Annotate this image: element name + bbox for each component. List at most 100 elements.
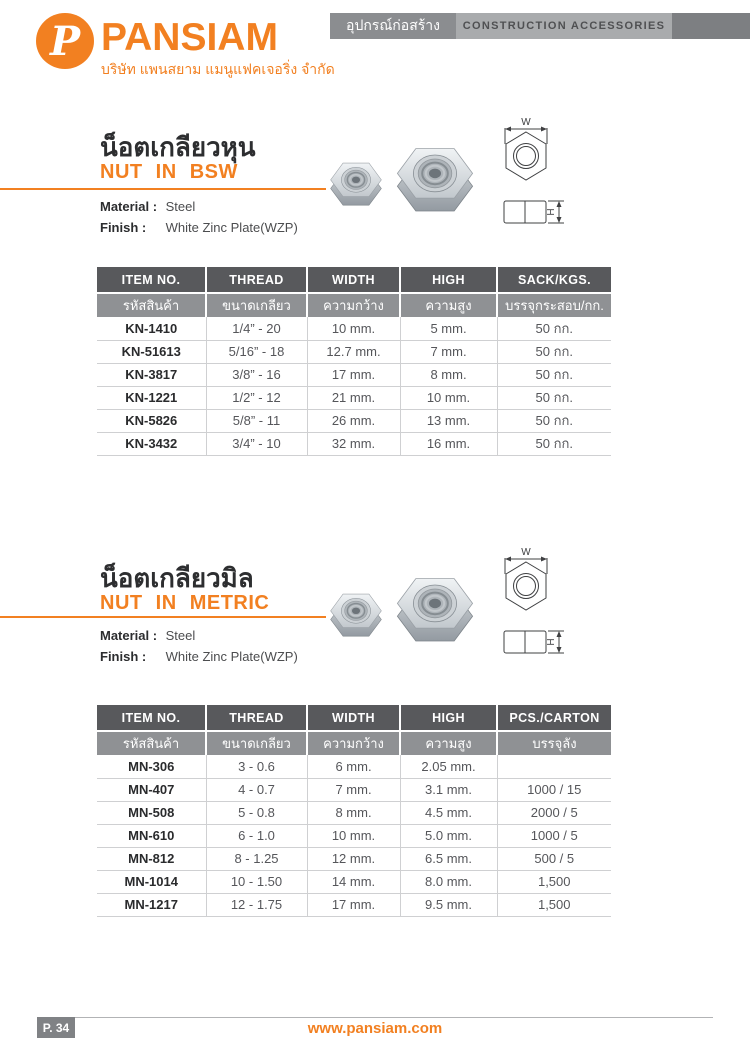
section1-title-thai: น็อตเกลียวหุน [100, 132, 256, 162]
table-body: MN-306 3 - 0.6 6 mm. 2.05 mm. MN-407 4 - 0.7 7… [97, 755, 611, 917]
table-cell: KN-3817 [97, 363, 206, 387]
column-header: ขนาดเกลียว [205, 730, 307, 755]
table-cell: 3.1 mm. [399, 778, 497, 802]
nut-dimension-diagram: W H [503, 117, 565, 224]
category-bar-end [672, 13, 750, 39]
section1-material: Material : Steel [100, 199, 195, 214]
table-cell: 3/4” - 10 [205, 432, 307, 456]
table-row: MN-306 3 - 0.6 6 mm. 2.05 mm. [97, 755, 611, 779]
table-cell: MN-306 [97, 755, 206, 779]
finish-value: White Zinc Plate(WZP) [165, 649, 298, 664]
table-cell: 32 mm. [306, 432, 400, 456]
table-cell: KN-51613 [97, 340, 206, 364]
section2-title-thai: น็อตเกลียวมิล [100, 563, 254, 593]
header-row-english: ITEM NO. THREAD WIDTH HIGH PCS./CARTON [97, 705, 611, 731]
section1-divider [0, 188, 326, 190]
column-header: HIGH [399, 705, 497, 731]
table-cell: 1000 / 15 [496, 778, 611, 802]
table-cell: 14 mm. [306, 870, 400, 894]
nut-photo-large [396, 147, 474, 212]
table-cell: MN-1014 [97, 870, 206, 894]
column-header: WIDTH [306, 267, 400, 293]
table-cell: 26 mm. [306, 409, 400, 433]
column-header: ขนาดเกลียว [205, 292, 307, 317]
table-cell: 16 mm. [399, 432, 497, 456]
column-header: รหัสสินค้า [97, 292, 206, 317]
metric-spec-table: ITEM NO. THREAD WIDTH HIGH PCS./CARTON รหัสส… [97, 705, 611, 917]
table-cell [496, 755, 611, 779]
table-cell: 5 - 0.8 [205, 801, 307, 825]
section1-finish: Finish : White Zinc Plate(WZP) [100, 220, 298, 235]
table-row: KN-51613 5/16” - 18 12.7 mm. 7 mm. 50 กก. [97, 340, 611, 364]
table-cell: 1,500 [496, 893, 611, 917]
table-cell: 500 / 5 [496, 847, 611, 871]
column-header: ความกว้าง [306, 730, 400, 755]
category-bar: อุปกรณ์ก่อสร้าง CONSTRUCTION ACCESSORIES [330, 13, 750, 39]
material-label: Material : [100, 628, 158, 643]
table-cell: 1/2” - 12 [205, 386, 307, 410]
table-cell: 17 mm. [306, 363, 400, 387]
material-label: Material : [100, 199, 158, 214]
table-cell: 50 กก. [496, 432, 611, 456]
nut-photo-small [329, 162, 383, 206]
table-body: KN-1410 1/4” - 20 10 mm. 5 mm. 50 กก. KN-5161… [97, 317, 611, 456]
table-cell: 8 - 1.25 [205, 847, 307, 871]
material-value: Steel [165, 628, 196, 643]
table-cell: KN-5826 [97, 409, 206, 433]
table-header: ITEM NO. THREAD WIDTH HIGH SACK/KGS. รหัสสิน… [97, 267, 611, 317]
header-row-thai: รหัสสินค้า ขนาดเกลียว ความกว้าง ความสูง บรรจ… [97, 730, 611, 755]
svg-text:W: W [521, 547, 531, 558]
page-number-badge: P. 34 [37, 1017, 75, 1038]
table-cell: 13 mm. [399, 409, 497, 433]
column-header: SACK/KGS. [496, 267, 611, 293]
table-cell: KN-1221 [97, 386, 206, 410]
table-cell: 1,500 [496, 870, 611, 894]
table-row: KN-1410 1/4” - 20 10 mm. 5 mm. 50 กก. [97, 317, 611, 341]
table-row: KN-5826 5/8” - 11 26 mm. 13 mm. 50 กก. [97, 409, 611, 433]
table-cell: 50 กก. [496, 340, 611, 364]
table-cell: 50 กก. [496, 409, 611, 433]
table-cell: KN-1410 [97, 317, 206, 341]
table-cell: 5/16” - 18 [205, 340, 307, 364]
website-link[interactable]: www.pansiam.com [307, 1020, 443, 1037]
pansiam-logo-icon: P [36, 13, 94, 69]
column-header: ความกว้าง [306, 292, 400, 317]
finish-value: White Zinc Plate(WZP) [165, 220, 298, 235]
table-cell: 10 mm. [306, 317, 400, 341]
table-row: KN-3432 3/4” - 10 32 mm. 16 mm. 50 กก. [97, 432, 611, 456]
section2-material: Material : Steel [100, 628, 195, 643]
svg-text:H: H [546, 208, 557, 215]
table-row: MN-610 6 - 1.0 10 mm. 5.0 mm. 1000 / 5 [97, 824, 611, 848]
column-header: ความสูง [399, 730, 497, 755]
table-cell: 8 mm. [306, 801, 400, 825]
table-row: MN-812 8 - 1.25 12 mm. 6.5 mm. 500 / 5 [97, 847, 611, 871]
nut-photo-large [396, 577, 474, 642]
section2-divider [0, 616, 326, 618]
table-cell: 8.0 mm. [399, 870, 497, 894]
table-cell: 5.0 mm. [399, 824, 497, 848]
column-header: ITEM NO. [97, 705, 206, 731]
table-cell: MN-812 [97, 847, 206, 871]
column-header: ITEM NO. [97, 267, 206, 293]
table-row: KN-3817 3/8” - 16 17 mm. 8 mm. 50 กก. [97, 363, 611, 387]
table-cell: 17 mm. [306, 893, 400, 917]
table-cell: 12 mm. [306, 847, 400, 871]
svg-text:W: W [521, 117, 531, 128]
finish-label: Finish : [100, 220, 147, 235]
column-header: HIGH [399, 267, 497, 293]
column-header: บรรจุลัง [496, 730, 611, 755]
table-cell: MN-1217 [97, 893, 206, 917]
table-cell: 1000 / 5 [496, 824, 611, 848]
nut-dimension-diagram: W H [503, 547, 565, 654]
table-cell: 50 กก. [496, 317, 611, 341]
company-name-thai: บริษัท แพนสยาม แมนูแฟคเจอริ่ง จำกัด [101, 61, 335, 77]
table-cell: 3 - 0.6 [205, 755, 307, 779]
table-cell: 7 mm. [399, 340, 497, 364]
column-header: ความสูง [399, 292, 497, 317]
table-cell: 7 mm. [306, 778, 400, 802]
table-cell: 3/8” - 16 [205, 363, 307, 387]
table-cell: 10 mm. [306, 824, 400, 848]
table-cell: 6 mm. [306, 755, 400, 779]
svg-text:H: H [546, 638, 557, 645]
